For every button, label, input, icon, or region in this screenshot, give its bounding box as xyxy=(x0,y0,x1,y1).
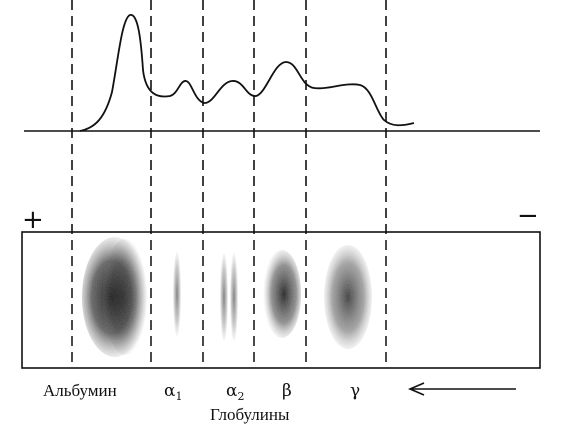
densitogram-curve xyxy=(79,14,415,132)
cathode-sign: − xyxy=(517,201,539,231)
label-gamma: γ xyxy=(350,381,360,401)
label-alpha1-main: α xyxy=(164,381,176,401)
gel-grain-overlay xyxy=(23,233,539,367)
label-alpha1-sub: 1 xyxy=(175,390,182,403)
label-alpha2: α2 xyxy=(226,381,244,403)
label-alpha2-main: α xyxy=(226,381,238,401)
arrow-head xyxy=(407,382,425,396)
anode-sign: + xyxy=(22,205,44,235)
label-albumin: Альбумин xyxy=(43,381,117,400)
label-beta: β xyxy=(282,381,292,401)
label-globulins: Глобулины xyxy=(210,405,290,424)
gel-strip xyxy=(21,231,541,369)
migration-arrow xyxy=(407,382,516,396)
label-alpha1: α1 xyxy=(164,381,182,403)
label-alpha2-sub: 2 xyxy=(237,390,244,403)
